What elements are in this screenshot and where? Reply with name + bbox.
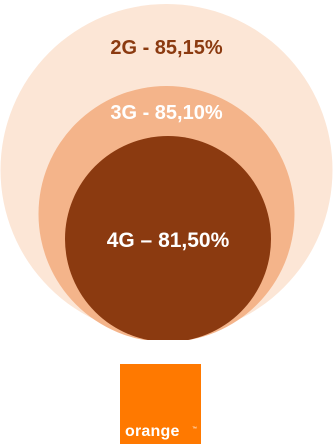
coverage-chart: 2G - 85,15% 3G - 85,10% 4G – 81,50% [0,4,333,340]
circle-4g [65,136,271,340]
label-4g: 4G – 81,50% [107,229,230,252]
label-3g: 3G - 85,10% [110,102,223,124]
orange-logo: orange ™ [120,364,201,444]
label-2g: 2G - 85,15% [110,37,223,59]
logo-trademark: ™ [192,426,197,432]
logo-text: orange [125,423,180,440]
